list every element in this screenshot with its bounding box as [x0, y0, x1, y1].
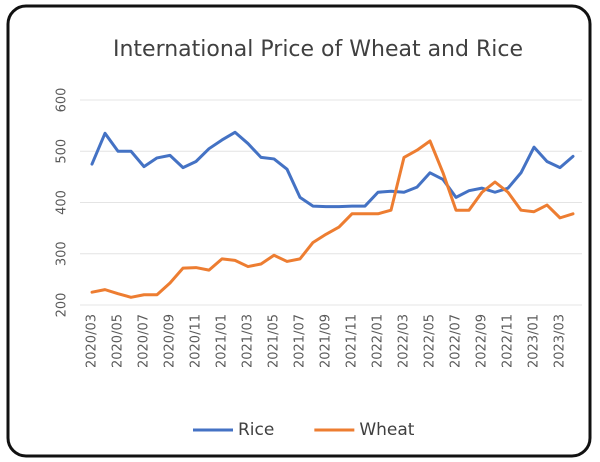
series-line	[90, 130, 575, 209]
chart-frame	[6, 4, 592, 458]
x-tick-label: 2021/05	[267, 314, 282, 368]
x-tick-label: 2020/03	[85, 314, 100, 368]
legend: Rice Wheat	[193, 420, 415, 440]
chart-title: International Price of Wheat and Rice	[113, 37, 523, 62]
y-tick-label: 500	[55, 139, 70, 164]
x-tick-label: 2021/07	[293, 314, 308, 368]
x-tick-label: 2021/03	[241, 314, 256, 368]
y-tick-label: 200	[55, 293, 70, 318]
legend-label: Rice	[238, 420, 274, 440]
x-tick-label: 2022/11	[501, 314, 516, 368]
x-tick-label: 2022/03	[397, 314, 412, 368]
x-tick-label: 2020/07	[137, 314, 152, 368]
plot-area	[90, 130, 575, 299]
x-tick-label: 2021/11	[345, 314, 360, 368]
x-tick-label: 2021/09	[319, 314, 334, 368]
x-tick-label: 2020/11	[189, 314, 204, 368]
series-line	[90, 139, 575, 299]
legend-label: Wheat	[359, 420, 414, 440]
y-tick-label: 300	[55, 241, 70, 266]
x-tick-label: 2020/05	[111, 314, 126, 368]
x-tick-label: 2022/07	[449, 314, 464, 368]
x-tick-label: 2022/05	[423, 314, 438, 368]
x-tick-label: 2022/01	[371, 314, 386, 368]
x-tick-label: 2021/01	[215, 314, 230, 368]
x-tick-label: 2023/03	[553, 314, 568, 368]
x-tick-label: 2022/09	[475, 314, 490, 368]
x-tick-label: 2020/09	[163, 314, 178, 368]
y-tick-label: 600	[55, 88, 70, 113]
x-tick-label: 2023/01	[527, 314, 542, 368]
y-tick-label: 400	[55, 190, 70, 215]
grid: 200 300 400 500 600 2020/03 2020/05 2020/07 2020…	[55, 88, 582, 368]
